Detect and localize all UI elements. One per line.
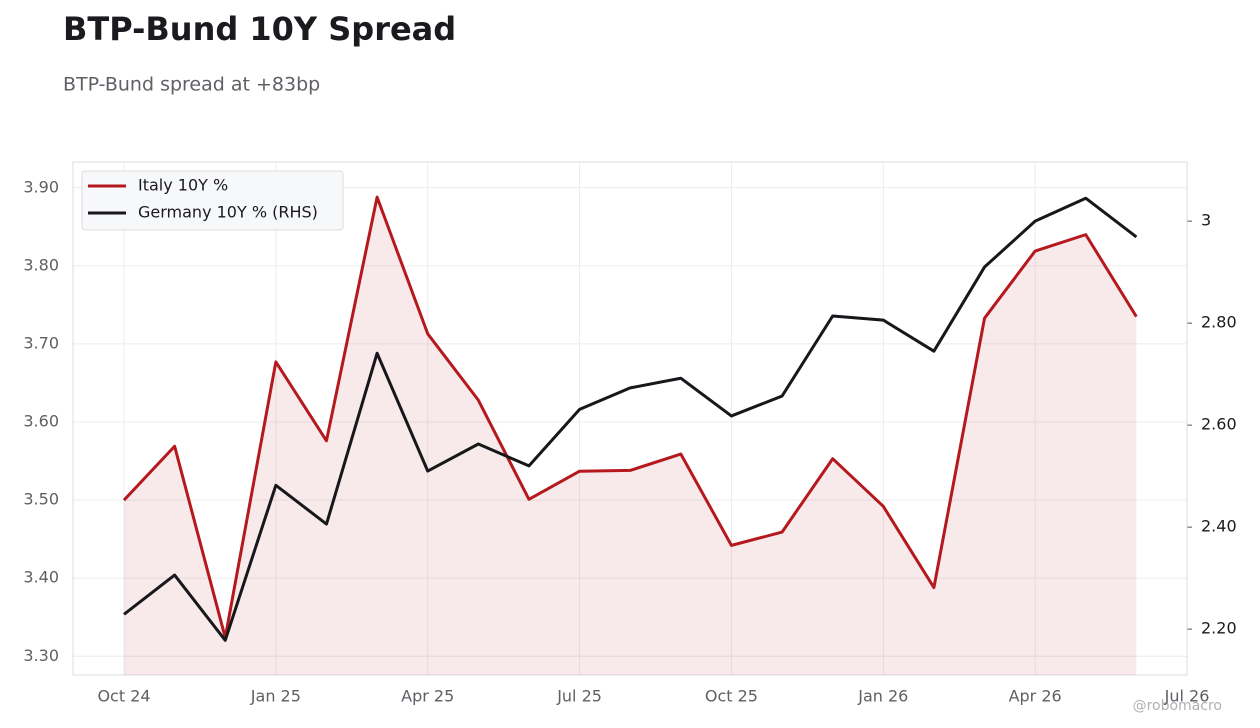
x-tick-label: Jan 26 [857, 687, 908, 706]
y-tick-label: 3.60 [23, 412, 59, 431]
x-tick-label: Oct 24 [97, 687, 150, 706]
y2-tick-label: 2.80 [1201, 313, 1237, 332]
plot-frame [72, 161, 1188, 676]
x-tick-label: Apr 25 [401, 687, 454, 706]
legend-label: Germany 10Y % (RHS) [138, 203, 318, 222]
chart-title: BTP-Bund 10Y Spread [63, 10, 456, 48]
y-tick-label: 3.80 [23, 255, 59, 274]
area [124, 197, 1137, 675]
line [122, 195, 1138, 640]
x-tick-label: Jul 25 [556, 687, 602, 706]
y-tick-label: 3.50 [23, 490, 59, 509]
y-tick-label: 3.30 [23, 646, 59, 665]
legend-box [81, 170, 344, 231]
line [123, 196, 1138, 642]
y2-tick-label: 2.20 [1201, 619, 1237, 638]
y2-tick-label: 2.40 [1201, 517, 1237, 536]
x-tick-label: Jul 26 [1164, 687, 1210, 706]
y-tick-label: 3.70 [23, 333, 59, 352]
y-tick-label: 3.40 [23, 568, 59, 587]
y-tick-label: 3.90 [23, 177, 59, 196]
x-tick-label: Jan 25 [250, 687, 301, 706]
x-tick-label: Apr 26 [1009, 687, 1062, 706]
x-tick-label: Oct 25 [705, 687, 758, 706]
watermark: @robomacro [1133, 698, 1222, 714]
y2-tick-label: 2.60 [1201, 415, 1237, 434]
chart-subtitle: BTP-Bund spread at +83bp [63, 74, 320, 96]
y2-tick-label: 3 [1201, 211, 1211, 230]
legend-label: Italy 10Y % [138, 176, 228, 195]
